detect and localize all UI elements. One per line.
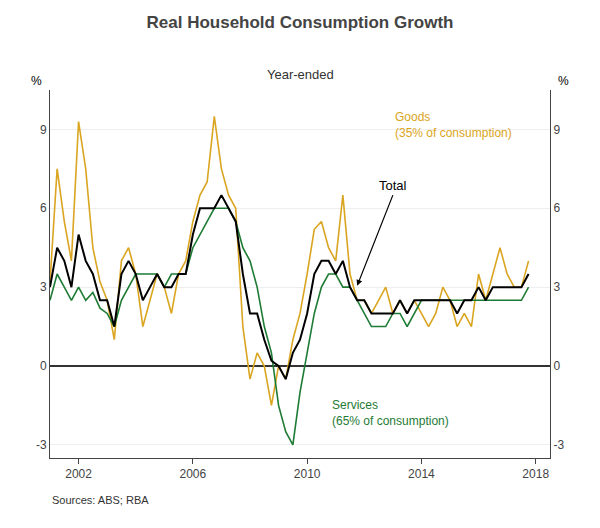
svg-text:2018: 2018 xyxy=(522,467,549,481)
svg-text:Total: Total xyxy=(379,178,407,193)
svg-text:2002: 2002 xyxy=(65,467,92,481)
svg-text:Real Household Consumption Gro: Real Household Consumption Growth xyxy=(147,13,454,32)
svg-text:2014: 2014 xyxy=(408,467,435,481)
svg-text:%: % xyxy=(31,74,42,88)
svg-text:2006: 2006 xyxy=(180,467,207,481)
svg-text:3: 3 xyxy=(40,280,47,294)
svg-text:6: 6 xyxy=(40,201,47,215)
svg-text:-3: -3 xyxy=(553,438,564,452)
svg-text:Sources: ABS; RBA: Sources: ABS; RBA xyxy=(52,494,149,506)
svg-text:3: 3 xyxy=(553,280,560,294)
svg-text:9: 9 xyxy=(40,123,47,137)
svg-text:Goods(35% of consumption): Goods(35% of consumption) xyxy=(395,110,512,140)
svg-text:-3: -3 xyxy=(36,438,47,452)
svg-text:%: % xyxy=(558,74,569,88)
svg-text:0: 0 xyxy=(40,359,47,373)
svg-text:2010: 2010 xyxy=(294,467,321,481)
svg-text:6: 6 xyxy=(553,201,560,215)
svg-text:9: 9 xyxy=(553,123,560,137)
svg-text:Year-ended: Year-ended xyxy=(267,67,334,82)
svg-text:Services(65% of consumption): Services(65% of consumption) xyxy=(332,398,449,428)
svg-text:0: 0 xyxy=(553,359,560,373)
